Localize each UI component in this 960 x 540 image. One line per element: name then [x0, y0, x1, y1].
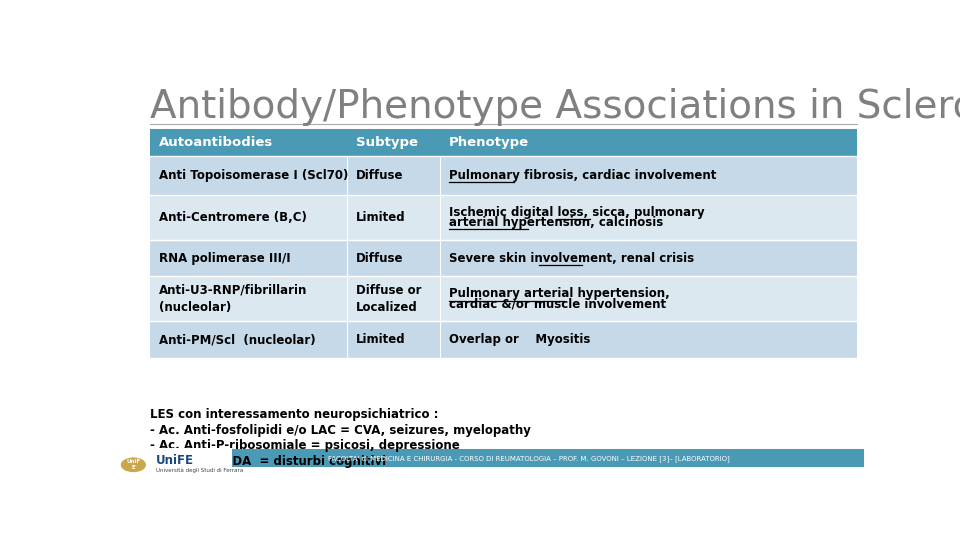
FancyBboxPatch shape: [150, 240, 856, 276]
Text: Limited: Limited: [356, 333, 405, 346]
Text: Anti-PM/Scl  (nucleolar): Anti-PM/Scl (nucleolar): [158, 333, 315, 346]
FancyBboxPatch shape: [150, 321, 856, 358]
Text: Anti-Centromere (B,C): Anti-Centromere (B,C): [158, 211, 306, 224]
Text: Ischemic digital loss, sicca, pulmonary: Ischemic digital loss, sicca, pulmonary: [449, 206, 705, 219]
Text: Diffuse: Diffuse: [356, 252, 403, 265]
Text: Phenotype: Phenotype: [449, 136, 529, 149]
Text: RNA polimerase III/I: RNA polimerase III/I: [158, 252, 290, 265]
Circle shape: [122, 458, 145, 471]
FancyBboxPatch shape: [120, 449, 864, 467]
FancyBboxPatch shape: [120, 448, 231, 481]
Text: - Ac. Anti-P-ribosomiale = psicosi, depressione: - Ac. Anti-P-ribosomiale = psicosi, depr…: [150, 440, 460, 453]
Text: cardiac &/or muscle involvement: cardiac &/or muscle involvement: [449, 298, 666, 310]
Text: Antibody/Phenotype Associations in Scleroderma: Antibody/Phenotype Associations in Scler…: [150, 87, 960, 126]
Text: -Ac. anti-NMDA  = disturbi cognitivi: -Ac. anti-NMDA = disturbi cognitivi: [150, 455, 386, 468]
Text: Subtype: Subtype: [356, 136, 418, 149]
Text: arterial hypertension, calcinosis: arterial hypertension, calcinosis: [449, 216, 663, 229]
Text: UniF
E: UniF E: [127, 460, 140, 470]
Text: Autoantibodies: Autoantibodies: [158, 136, 273, 149]
Text: Pulmonary fibrosis, cardiac involvement: Pulmonary fibrosis, cardiac involvement: [449, 169, 716, 182]
Text: UniFE: UniFE: [156, 454, 194, 467]
FancyBboxPatch shape: [150, 156, 856, 195]
Text: Università degli Studi di Ferrara: Università degli Studi di Ferrara: [156, 467, 243, 472]
Text: Diffuse or
Localized: Diffuse or Localized: [356, 284, 421, 314]
Text: - Ac. Anti-fosfolipidi e/o LAC = CVA, seizures, myelopathy: - Ac. Anti-fosfolipidi e/o LAC = CVA, se…: [150, 424, 531, 437]
Text: Diffuse: Diffuse: [356, 169, 403, 182]
Text: LES con interessamento neuropsichiatrico :: LES con interessamento neuropsichiatrico…: [150, 408, 439, 421]
Text: Anti Topoisomerase I (Scl70): Anti Topoisomerase I (Scl70): [158, 169, 348, 182]
FancyBboxPatch shape: [150, 129, 856, 156]
Text: Overlap or    Myositis: Overlap or Myositis: [449, 333, 590, 346]
FancyBboxPatch shape: [150, 195, 856, 240]
Text: Pulmonary arterial hypertension,: Pulmonary arterial hypertension,: [449, 287, 669, 300]
Text: Severe skin involvement, renal crisis: Severe skin involvement, renal crisis: [449, 252, 694, 265]
Text: FACOLTA' di MEDICINA E CHIRURGIA - CORSO DI REUMATOLOGIA – PROF. M. GOVONI – LEZ: FACOLTA' di MEDICINA E CHIRURGIA - CORSO…: [328, 455, 730, 462]
Text: Limited: Limited: [356, 211, 405, 224]
Text: Anti-U3-RNP/fibrillarin
(nucleolar): Anti-U3-RNP/fibrillarin (nucleolar): [158, 284, 307, 314]
FancyBboxPatch shape: [150, 276, 856, 321]
